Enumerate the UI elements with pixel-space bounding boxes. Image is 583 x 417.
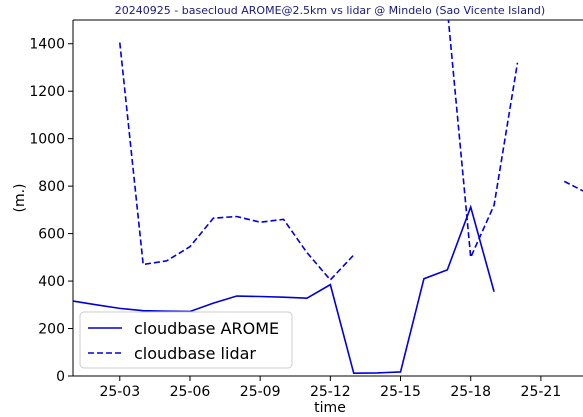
y-tick-label: 1000 xyxy=(29,132,65,148)
y-tick-label: 800 xyxy=(38,179,65,195)
y-axis-label: (m.) xyxy=(12,183,28,212)
x-tick-label: 25-03 xyxy=(99,384,140,400)
x-tick-label: 25-06 xyxy=(170,384,211,400)
x-tick-label: 25-21 xyxy=(521,384,562,400)
y-tick-label: 0 xyxy=(56,369,65,385)
x-tick-label: 25-12 xyxy=(310,384,351,400)
legend-label: cloudbase lidar xyxy=(134,344,256,363)
x-axis-label: time xyxy=(314,400,346,416)
y-tick-label: 1400 xyxy=(29,37,65,53)
x-tick-label: 25-15 xyxy=(380,384,421,400)
y-tick-label: 600 xyxy=(38,227,65,243)
y-tick-label: 400 xyxy=(38,274,65,290)
legend-label: cloudbase AROME xyxy=(134,319,279,338)
legend: cloudbase AROME cloudbase lidar xyxy=(79,311,293,369)
y-tick-label: 1200 xyxy=(29,84,65,100)
y-tick-label: 200 xyxy=(38,322,65,338)
legend-box xyxy=(79,311,293,369)
data-line xyxy=(118,20,583,282)
x-tick-label: 25-09 xyxy=(240,384,281,400)
data-line xyxy=(73,204,495,374)
chart-title: 20240925 - basecloud AROME@2.5km vs lida… xyxy=(115,4,545,17)
plot-area xyxy=(73,20,583,374)
x-tick-label: 25-18 xyxy=(450,384,491,400)
